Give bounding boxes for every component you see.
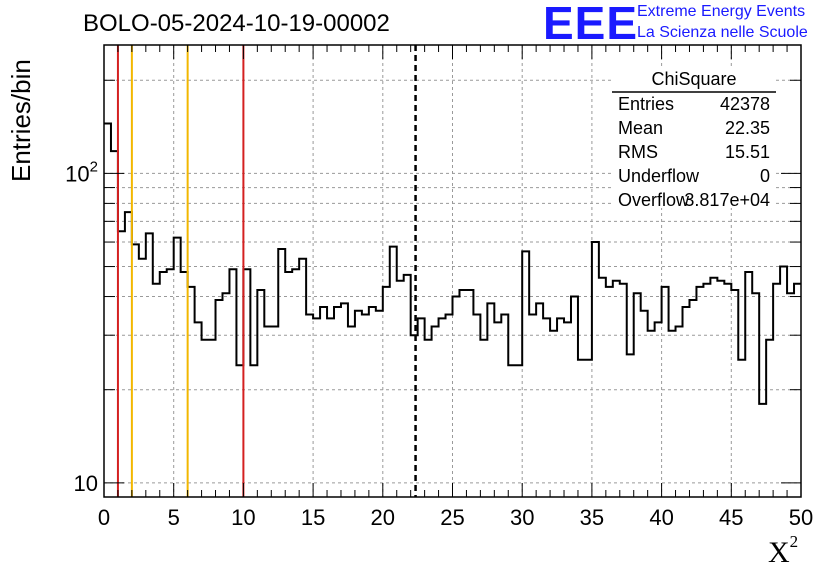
stats-row-value: 3.817e+04 bbox=[684, 190, 770, 210]
x-tick-label: 50 bbox=[789, 505, 813, 530]
x-tick-label: 15 bbox=[301, 505, 325, 530]
stats-row-value: 15.51 bbox=[725, 142, 770, 162]
x-tick-label: 0 bbox=[98, 505, 110, 530]
y-tick-label-base: 10 bbox=[74, 471, 98, 496]
y-tick-label-exponent: 2 bbox=[90, 158, 98, 175]
y-tick-label: 102 bbox=[65, 158, 98, 186]
stats-box-background bbox=[612, 66, 776, 208]
logo-text-line2: La Scienza nelle Scuole bbox=[637, 24, 808, 41]
logo-text-line1: Extreme Energy Events bbox=[637, 3, 806, 20]
stats-box: ChiSquare Entries 42378 Mean 22.35 RMS 15.51 Un… bbox=[612, 66, 776, 210]
stats-box-title: ChiSquare bbox=[651, 69, 736, 89]
x-tick-label: 20 bbox=[371, 505, 395, 530]
stats-row-label: Overflow bbox=[618, 190, 690, 210]
x-tick-label: 45 bbox=[719, 505, 743, 530]
stats-row-label: Underflow bbox=[618, 166, 700, 186]
stats-row-value: 22.35 bbox=[725, 118, 770, 138]
x-axis-label: X2 bbox=[768, 532, 798, 570]
x-tick-label: 5 bbox=[168, 505, 180, 530]
chart-title: BOLO-05-2024-10-19-00002 bbox=[83, 10, 390, 37]
eee-logo: EEE bbox=[543, 0, 639, 49]
x-tick-label: 25 bbox=[440, 505, 464, 530]
stats-row-label: RMS bbox=[618, 142, 658, 162]
y-tick-label-base: 10 bbox=[65, 161, 89, 186]
stats-row-value: 0 bbox=[760, 166, 770, 186]
x-tick-label: 30 bbox=[510, 505, 534, 530]
y-tick-label: 10 bbox=[74, 471, 98, 496]
x-tick-label: 35 bbox=[580, 505, 604, 530]
x-axis-label-superscript: 2 bbox=[789, 532, 799, 551]
x-axis-label-base: X bbox=[768, 536, 790, 569]
x-tick-label: 10 bbox=[231, 505, 255, 530]
stats-row-label: Entries bbox=[618, 94, 674, 114]
histogram-line bbox=[104, 122, 801, 405]
stats-row-label: Mean bbox=[618, 118, 663, 138]
x-tick-label: 40 bbox=[649, 505, 673, 530]
stats-row-value: 42378 bbox=[720, 94, 770, 114]
